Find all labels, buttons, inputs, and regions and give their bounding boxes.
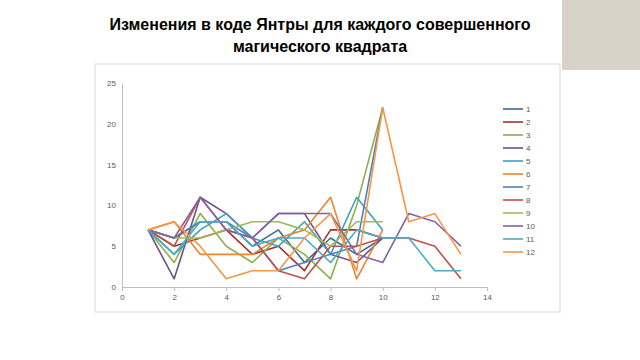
tick: 8 [329, 287, 334, 302]
legend-label: 3 [526, 131, 531, 140]
series-line [148, 107, 461, 278]
y-axis-line [122, 84, 123, 288]
tick-label: 25 [107, 79, 116, 88]
tick-label: 6 [277, 293, 282, 302]
tick-label: 10 [379, 293, 388, 302]
plot-lines [148, 107, 461, 278]
legend-label: 1 [526, 105, 531, 114]
legend-label: 5 [526, 157, 531, 166]
legend-label: 10 [526, 222, 535, 231]
tick-label: 12 [431, 293, 440, 302]
tick-mark [383, 287, 384, 291]
webcam-placeholder [562, 0, 640, 70]
legend-label: 9 [526, 209, 531, 218]
tick-mark [174, 287, 175, 291]
legend-label: 6 [526, 170, 531, 179]
tick: 4 [225, 287, 230, 302]
tick: 2 [172, 287, 177, 302]
tick: 10 [107, 201, 122, 210]
tick: 10 [379, 287, 388, 302]
legend-swatch [503, 134, 523, 136]
tick: 6 [277, 287, 282, 302]
legend-swatch [503, 147, 523, 149]
series-line [148, 197, 461, 262]
tick-mark [278, 287, 279, 291]
tick: 20 [107, 120, 122, 129]
legend-label: 8 [526, 196, 531, 205]
legend-swatch [503, 160, 523, 162]
legend-swatch [503, 108, 523, 110]
tick: 14 [483, 287, 492, 302]
tick-label: 8 [329, 293, 334, 302]
tick: 12 [431, 287, 440, 302]
legend-label: 2 [526, 118, 531, 127]
legend-swatch [503, 186, 523, 188]
tick-label: 10 [107, 201, 116, 210]
legend: 123456789101112 [503, 105, 535, 257]
tick: 15 [107, 161, 122, 170]
tick-label: 20 [107, 120, 116, 129]
legend-swatch [503, 199, 523, 201]
chart-title: Изменения в коде Янтры для каждого совер… [100, 14, 540, 58]
legend-swatch [503, 225, 523, 227]
tick-mark [435, 287, 436, 291]
tick-label: 4 [225, 293, 230, 302]
x-axis-line [123, 288, 488, 292]
legend-swatch [503, 121, 523, 123]
legend-label: 12 [526, 248, 535, 257]
series-line [148, 222, 461, 271]
tick: 5 [112, 242, 122, 251]
tick-mark [331, 287, 332, 291]
legend-swatch [503, 251, 523, 253]
y-axis: 0 5 10 15 20 25 [107, 79, 122, 292]
tick-label: 0 [120, 293, 125, 302]
tick-label: 2 [172, 293, 177, 302]
legend-swatch [503, 238, 523, 240]
tick-label: 0 [112, 283, 117, 292]
tick-label: 5 [112, 242, 117, 251]
chart-frame [95, 64, 560, 312]
tick: 25 [107, 79, 122, 88]
legend-swatch [503, 173, 523, 175]
tick: 0 [120, 287, 125, 302]
legend-label: 7 [526, 183, 531, 192]
series-line [148, 197, 383, 279]
tick-mark [122, 287, 123, 291]
tick-mark [487, 287, 488, 291]
legend-label: 11 [526, 235, 535, 244]
tick-mark [226, 287, 227, 291]
legend-swatch [503, 212, 523, 214]
tick-label: 15 [107, 161, 116, 170]
series-line [148, 197, 383, 279]
tick: 0 [112, 283, 122, 292]
legend-label: 4 [526, 144, 531, 153]
x-axis: 0 2 4 6 8 10 12 14 [120, 287, 492, 302]
tick-label: 14 [483, 293, 492, 302]
